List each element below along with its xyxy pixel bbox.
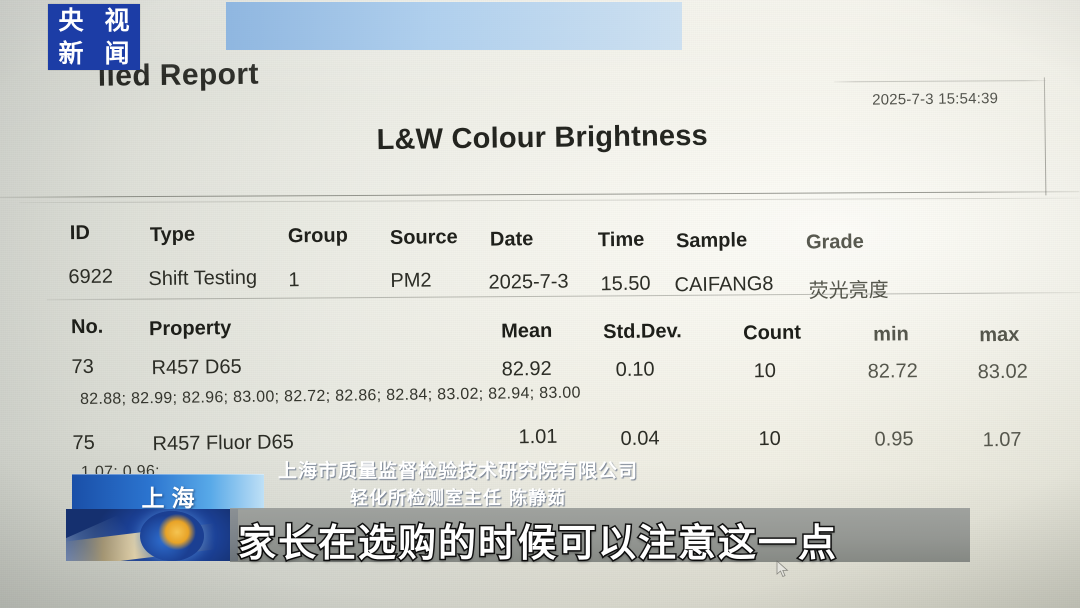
meta-header-group: Group: [287, 224, 349, 248]
location-badge: [72, 474, 264, 510]
logo-char-2: 视: [104, 6, 130, 35]
speaker-name-bar: [226, 2, 682, 50]
globe-swoosh-decoration: [66, 520, 238, 561]
meta-value-id: 6922: [68, 265, 114, 289]
row-series-values: 82.88; 82.99; 82.96; 83.00; 82.72; 82.86…: [79, 384, 581, 409]
row-max: 1.07: [982, 428, 1022, 452]
meta-value-source: PM2: [390, 269, 432, 292]
report-title: L&W Colour Brightness: [376, 119, 709, 157]
cctv-news-logo: 央 视 新 闻: [48, 4, 140, 70]
mouse-cursor-icon: [776, 560, 789, 578]
table-header-no: No.: [70, 315, 104, 339]
report-timestamp: 2025-7-3 15:54:39: [872, 89, 999, 109]
logo-char-3: 新: [58, 39, 84, 68]
timestamp-box-right-rule: [1043, 77, 1047, 196]
meta-header-grade: Grade: [805, 230, 864, 254]
location-badge-label: 上海: [141, 486, 202, 512]
table-header-max: max: [979, 323, 1020, 347]
logo-char-1: 央: [58, 6, 84, 35]
meta-header-type: Type: [149, 223, 196, 247]
row-min: 82.72: [867, 360, 918, 383]
header-divider-rule-secondary: [19, 197, 1080, 204]
row-max: 83.02: [977, 360, 1028, 384]
logo-char-4: 闻: [104, 39, 130, 68]
row-count: 10: [758, 427, 781, 451]
table-header-min: min: [873, 323, 909, 346]
header-divider-rule: [0, 191, 1080, 198]
speaker-title-name: 轻化所检测室主任 陈静茹: [349, 488, 567, 509]
table-header-count: Count: [743, 321, 802, 345]
meta-value-type: Shift Testing: [148, 266, 258, 291]
meta-value-group: 1: [288, 269, 300, 292]
row-count: 10: [753, 359, 777, 383]
row-no: 73: [71, 355, 94, 379]
meta-value-date: 2025-7-3: [488, 270, 569, 294]
subtitle-caption: 家长在选购的时候可以注意这一点: [237, 520, 839, 567]
row-mean: 1.01: [518, 425, 558, 449]
table-header-mean: Mean: [501, 319, 553, 343]
meta-header-sample: Sample: [675, 229, 748, 253]
meta-header-time: Time: [597, 228, 645, 252]
row-stddev: 0.10: [615, 358, 655, 382]
meta-value-time: 15.50: [600, 272, 651, 296]
row-property: R457 D65: [151, 355, 242, 380]
table-header-property: Property: [148, 317, 232, 341]
meta-header-date: Date: [489, 228, 534, 251]
row-property: R457 Fluor D65: [152, 431, 294, 456]
subtitle-bar: [230, 508, 970, 562]
timestamp-box-top-rule: [833, 80, 1046, 83]
meta-header-source: Source: [389, 226, 458, 249]
row-min: 0.95: [874, 428, 914, 451]
row-mean: 82.92: [501, 357, 552, 381]
table-header-stddev: Std.Dev.: [603, 320, 682, 344]
row-stddev: 0.04: [620, 427, 660, 450]
meta-header-id: ID: [69, 221, 90, 245]
meta-value-grade: 荧光亮度: [808, 277, 889, 303]
speaker-affiliation: 上海市质量监督检验技术研究院有限公司: [277, 460, 638, 482]
globe-graphic: [66, 509, 238, 561]
row-no: 75: [72, 431, 95, 455]
